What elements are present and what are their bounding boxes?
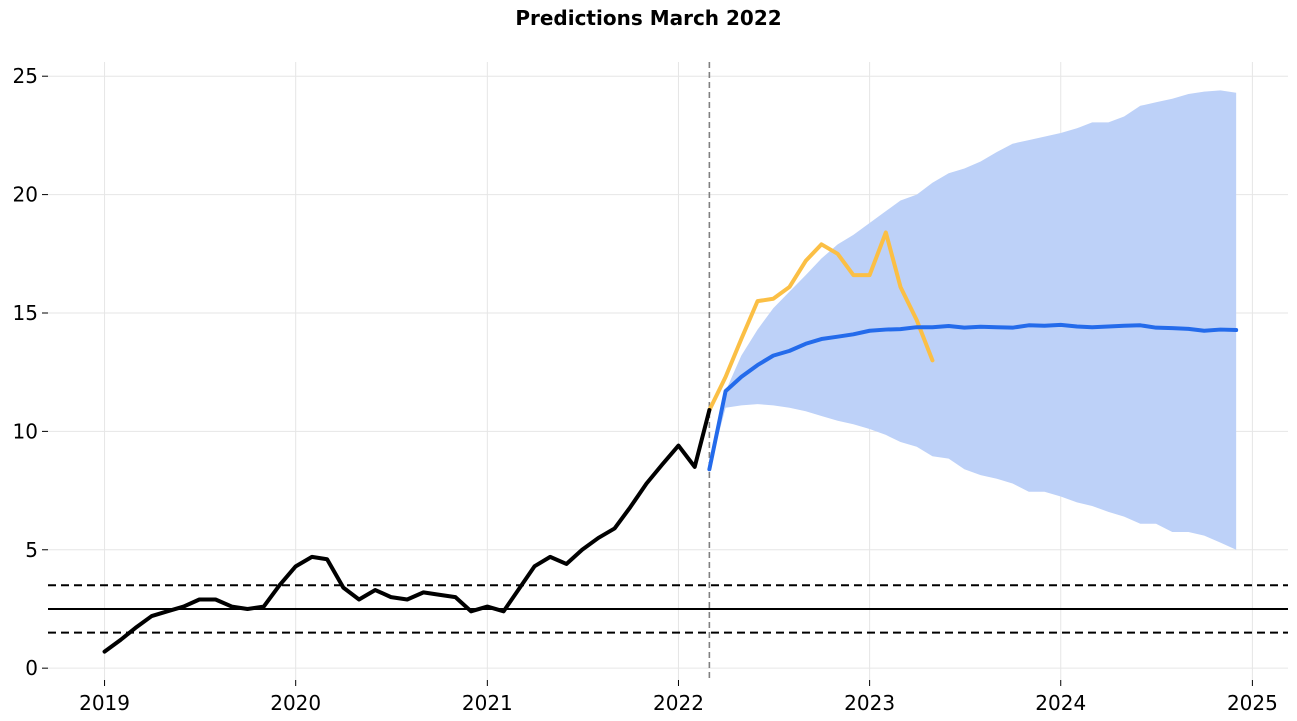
y-tick-label: 10 bbox=[13, 419, 38, 443]
forecast-series-line bbox=[707, 322, 1239, 472]
x-tick-label: 2023 bbox=[844, 691, 895, 715]
x-tick-label: 2021 bbox=[462, 691, 513, 715]
series-lines bbox=[102, 230, 1239, 654]
forecast-interval-band bbox=[709, 90, 1237, 550]
y-tick-label: 15 bbox=[13, 301, 38, 325]
y-tick-label: 20 bbox=[13, 183, 38, 207]
y-tick-label: 0 bbox=[25, 656, 38, 680]
actual-series-line bbox=[707, 230, 935, 413]
x-tick-label: 2024 bbox=[1035, 691, 1086, 715]
x-tick-label: 2019 bbox=[79, 691, 130, 715]
y-tick-label: 25 bbox=[13, 64, 38, 88]
prediction-interval bbox=[709, 90, 1237, 550]
x-tick-label: 2022 bbox=[653, 691, 704, 715]
x-tick-label: 2020 bbox=[270, 691, 321, 715]
y-tick-label: 5 bbox=[25, 538, 38, 562]
history-series-line bbox=[102, 408, 712, 654]
chart-title: Predictions March 2022 bbox=[515, 6, 782, 30]
x-tick-label: 2025 bbox=[1227, 691, 1278, 715]
